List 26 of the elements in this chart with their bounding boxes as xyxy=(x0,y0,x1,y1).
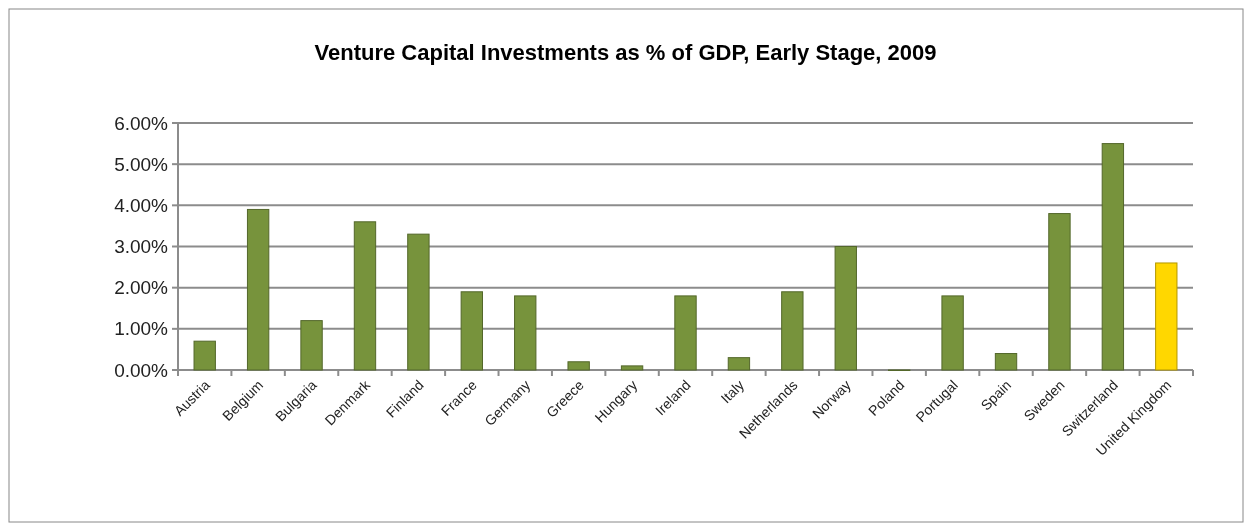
bar xyxy=(674,295,697,371)
bar xyxy=(941,295,964,371)
bar xyxy=(994,353,1018,371)
bar xyxy=(353,221,377,371)
y-tick-label: 1.00% xyxy=(114,318,169,340)
bar xyxy=(407,233,430,371)
bar xyxy=(781,291,804,371)
bar xyxy=(460,291,483,371)
bar xyxy=(727,357,751,371)
bar xyxy=(1155,262,1178,371)
y-tick-label: 4.00% xyxy=(114,194,169,216)
bar xyxy=(1101,143,1125,371)
y-tick-label: 6.00% xyxy=(114,112,169,134)
bar xyxy=(514,295,537,371)
bar xyxy=(567,361,590,371)
chart-title: Venture Capital Investments as % of GDP, Early Stage, 2009 xyxy=(314,40,937,65)
bar xyxy=(300,320,323,371)
bar xyxy=(620,365,644,371)
bar xyxy=(834,246,857,371)
bar xyxy=(246,208,270,371)
y-tick-label: 2.00% xyxy=(114,277,169,299)
bar xyxy=(193,340,216,371)
y-tick-label: 5.00% xyxy=(114,153,169,175)
bar xyxy=(1048,213,1071,371)
y-tick-label: 3.00% xyxy=(114,236,169,258)
y-tick-label: 0.00% xyxy=(114,359,169,381)
